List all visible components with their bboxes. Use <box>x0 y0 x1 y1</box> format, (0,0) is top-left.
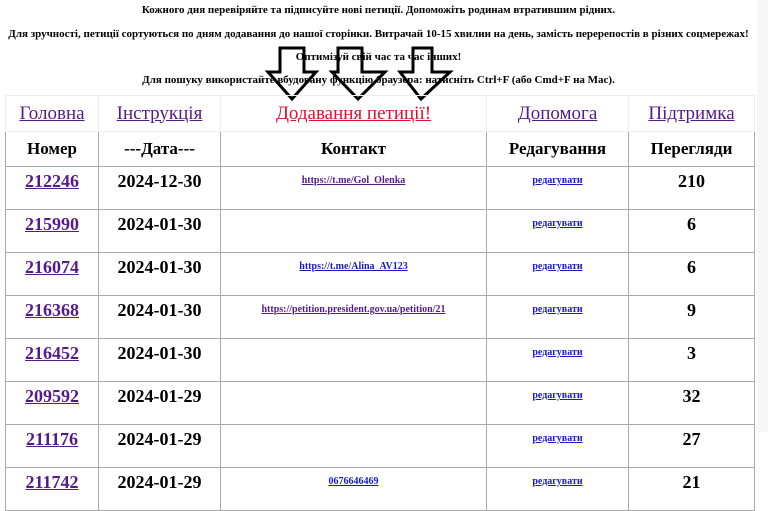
edit-link[interactable]: редагувати <box>532 261 583 272</box>
header-edit: Редагування <box>486 131 629 167</box>
table-row: 216368 2024-01-30 https://petition.presi… <box>5 295 755 339</box>
petition-date: 2024-12-30 <box>98 166 221 210</box>
header-row: Номер ---Дата--- Контакт Редагування Пер… <box>5 131 755 167</box>
table-row: 212246 2024-12-30 https://t.me/Gol_Olenk… <box>5 166 755 210</box>
views-count: 210 <box>628 166 755 210</box>
petition-number-link[interactable]: 216074 <box>25 257 79 277</box>
contact-cell <box>220 209 487 253</box>
petition-date: 2024-01-29 <box>98 381 221 425</box>
nav-help-link[interactable]: Допомога <box>517 102 598 124</box>
contact-link[interactable]: https://petition.president.gov.ua/petiti… <box>261 304 446 315</box>
edit-link[interactable]: редагувати <box>532 347 583 358</box>
nav-add-petition-link[interactable]: Додавання петиції! <box>275 102 432 124</box>
petition-date: 2024-01-29 <box>98 424 221 468</box>
contact-cell: 0676646469 <box>220 467 487 511</box>
petition-date: 2024-01-30 <box>98 338 221 382</box>
edit-link[interactable]: редагувати <box>532 304 583 315</box>
header-number: Номер <box>5 131 99 167</box>
table-row: 215990 2024-01-30 редагувати 6 <box>5 209 755 253</box>
contact-link[interactable]: https://t.me/Gol_Olenka <box>301 175 406 186</box>
petition-number-link[interactable]: 211742 <box>25 472 79 492</box>
table-row: 211742 2024-01-29 0676646469 редагувати … <box>5 467 755 511</box>
table-row: 211176 2024-01-29 редагувати 27 <box>5 424 755 468</box>
petition-number-link[interactable]: 212246 <box>25 171 79 191</box>
contact-cell: https://t.me/Alina_AV123 <box>220 252 487 296</box>
table-row: 216074 2024-01-30 https://t.me/Alina_AV1… <box>5 252 755 296</box>
contact-cell <box>220 424 487 468</box>
edit-link[interactable]: редагувати <box>532 390 583 401</box>
edit-link[interactable]: редагувати <box>532 175 583 186</box>
intro-line-4: Для пошуку використайте вбудовану функці… <box>142 74 615 86</box>
petition-date: 2024-01-30 <box>98 252 221 296</box>
nav-row: Головна Інструкція Додавання петиції! До… <box>5 95 755 132</box>
header-views: Перегляди <box>628 131 755 167</box>
petition-number-link[interactable]: 216452 <box>25 343 79 363</box>
petition-date: 2024-01-30 <box>98 209 221 253</box>
views-count: 6 <box>628 252 755 296</box>
petition-number-link[interactable]: 215990 <box>25 214 79 234</box>
edit-link[interactable]: редагувати <box>532 433 583 444</box>
nav-home-link[interactable]: Головна <box>19 102 85 124</box>
contact-cell: https://petition.president.gov.ua/petiti… <box>220 295 487 339</box>
header-date: ---Дата--- <box>98 131 221 167</box>
petition-date: 2024-01-30 <box>98 295 221 339</box>
views-count: 21 <box>628 467 755 511</box>
contact-cell: https://t.me/Gol_Olenka <box>220 166 487 210</box>
petition-number-link[interactable]: 209592 <box>25 386 79 406</box>
petition-number-link[interactable]: 216368 <box>25 300 79 320</box>
table-row: 216452 2024-01-30 редагувати 3 <box>5 338 755 382</box>
header-contact: Контакт <box>220 131 487 167</box>
scrollbar[interactable] <box>757 0 768 432</box>
table-row: 209592 2024-01-29 редагувати 32 <box>5 381 755 425</box>
nav-support-link[interactable]: Підтримка <box>648 102 735 124</box>
petition-number-link[interactable]: 211176 <box>25 429 78 449</box>
intro-line-1: Кожного дня перевіряйте та підписуйте но… <box>141 4 616 16</box>
views-count: 6 <box>628 209 755 253</box>
views-count: 32 <box>628 381 755 425</box>
views-count: 3 <box>628 338 755 382</box>
views-count: 27 <box>628 424 755 468</box>
petitions-table: Головна Інструкція Додавання петиції! До… <box>5 95 755 511</box>
contact-cell <box>220 381 487 425</box>
intro-line-2: Для зручності, петиції сортуються по дня… <box>8 28 749 40</box>
contact-link[interactable]: 0676646469 <box>328 476 379 487</box>
edit-link[interactable]: редагувати <box>532 218 583 229</box>
contact-cell <box>220 338 487 382</box>
views-count: 9 <box>628 295 755 339</box>
intro-line-3: Оптимізуй свій час та час інших! <box>295 51 462 63</box>
petition-date: 2024-01-29 <box>98 467 221 511</box>
contact-link[interactable]: https://t.me/Alina_AV123 <box>299 261 408 272</box>
nav-instructions-link[interactable]: Інструкція <box>116 102 203 124</box>
edit-link[interactable]: редагувати <box>532 476 583 487</box>
